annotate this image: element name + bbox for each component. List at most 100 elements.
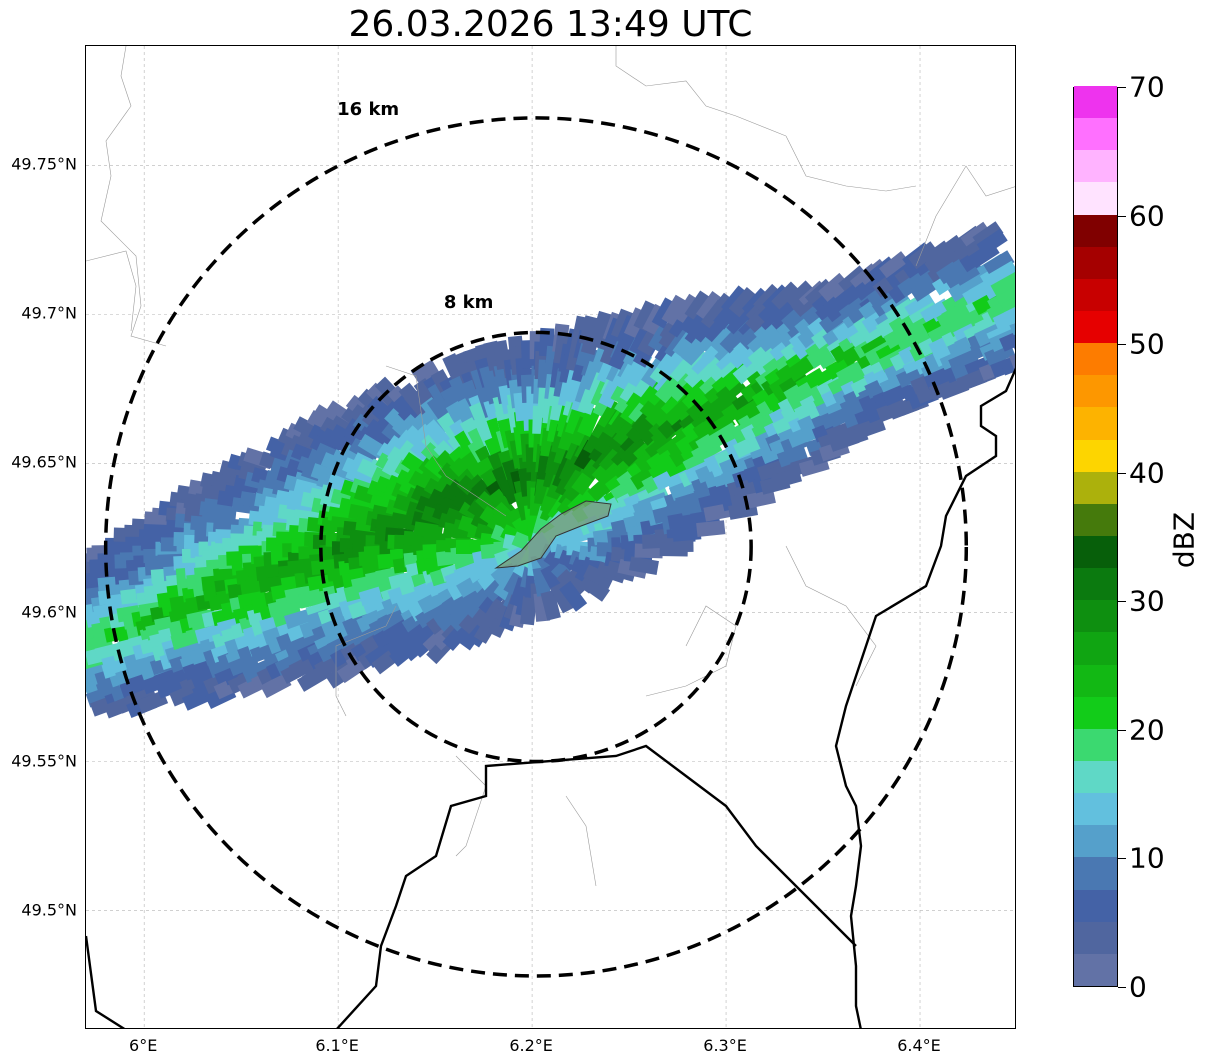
echo-cell: [284, 607, 315, 630]
colorbar-tick: [1118, 87, 1126, 88]
city-outline: [494, 500, 612, 569]
admin-boundary: [455, 755, 487, 857]
echo-cell: [990, 272, 1015, 298]
echo-cell: [577, 405, 602, 438]
range-ring: [319, 330, 753, 764]
reflectivity-echoes: [86, 221, 1015, 719]
radar-map-canvas: [86, 46, 1015, 1028]
colorbar-segment: [1074, 889, 1117, 922]
echo-cell: [365, 418, 396, 447]
colorbar-segment: [1074, 953, 1117, 986]
echo-cell: [348, 437, 381, 464]
colorbar-segment: [1074, 342, 1117, 376]
longitude-label: 6.3°E: [703, 1036, 747, 1055]
echo-cell: [549, 582, 576, 614]
colorbar-tick: [1118, 729, 1126, 731]
admin-boundary: [785, 135, 917, 192]
colorbar-segment: [1074, 567, 1117, 601]
echo-cell: [715, 376, 747, 406]
admin-boundary: [86, 250, 137, 332]
range-rings: [103, 116, 969, 978]
echo-cell: [345, 464, 377, 488]
colorbar-segment: [1074, 696, 1117, 729]
country-border: [86, 935, 126, 1028]
echo-cell: [879, 251, 910, 280]
colorbar-segment: [1074, 149, 1117, 183]
echo-cell: [633, 300, 659, 332]
colorbar-segment: [1074, 921, 1117, 954]
echo-cell: [818, 272, 849, 302]
colorbar-segment: [1074, 631, 1117, 665]
range-ring-label: 8 km: [443, 292, 494, 314]
echo-cell: [661, 294, 688, 326]
admin-boundary: [915, 165, 1015, 267]
range-ring-label: 16 km: [337, 98, 400, 120]
colorbar-segment: [1074, 406, 1117, 440]
admin-boundary: [100, 46, 167, 347]
colorbar-tick-label: 10: [1129, 841, 1165, 875]
echo-cell: [696, 520, 726, 538]
echo-cell: [776, 444, 808, 468]
echo-cell: [908, 241, 939, 270]
colorbar-segment: [1074, 535, 1117, 569]
colorbar-segment: [1074, 471, 1117, 504]
echo-cell: [241, 658, 273, 684]
echo-cell: [672, 525, 702, 542]
echo-cell: [904, 292, 936, 320]
colorbar-segment: [1074, 824, 1117, 858]
range-ring: [103, 116, 969, 978]
colorbar-segment: [1074, 246, 1117, 279]
longitude-label: 6.1°E: [315, 1036, 359, 1055]
latitude-label: 49.6°N: [21, 602, 77, 622]
echo-cell: [564, 404, 587, 436]
echo-cell: [1004, 300, 1015, 325]
colorbar-tick-label: 0: [1129, 970, 1147, 1004]
colorbar-tick-label: 60: [1129, 199, 1165, 233]
country-border: [834, 367, 1015, 1028]
echo-cell: [628, 556, 659, 575]
colorbar-tick-label: 70: [1129, 70, 1165, 104]
colorbar-tick-label: 30: [1129, 584, 1165, 618]
colorbar-segment: [1074, 214, 1117, 247]
colorbar-segment: [1074, 728, 1117, 761]
latitude-label: 49.75°N: [11, 154, 77, 174]
latitude-label: 49.65°N: [11, 452, 77, 472]
echo-cell: [771, 281, 801, 312]
echo-cell: [665, 537, 694, 553]
colorbar-segment: [1074, 278, 1117, 311]
echo-cell: [728, 287, 758, 318]
echo-cell: [377, 606, 409, 632]
colorbar-segment: [1074, 760, 1117, 794]
longitude-label: 6.4°E: [897, 1036, 941, 1055]
admin-boundary: [615, 46, 787, 137]
colorbar: [1073, 85, 1118, 987]
colorbar-tick-label: 20: [1129, 713, 1165, 747]
colorbar-tick: [1118, 601, 1126, 603]
colorbar-segment: [1074, 856, 1117, 890]
echo-cell: [695, 291, 724, 322]
echo-cell: [583, 564, 615, 590]
echo-cell: [1000, 352, 1015, 376]
echo-cell: [995, 283, 1015, 309]
echo-cell: [854, 416, 886, 439]
colorbar-tick: [1118, 472, 1126, 474]
colorbar-segment: [1074, 117, 1117, 151]
colorbar-tick-label: 50: [1129, 327, 1165, 361]
map-title: 26.03.2026 13:49 UTC: [348, 4, 753, 45]
colorbar-tick: [1118, 858, 1126, 860]
echo-cell: [460, 451, 489, 482]
colorbar-segment: [1074, 599, 1117, 633]
echo-cell: [976, 228, 1008, 256]
echo-cell: [260, 672, 292, 699]
echo-cell: [684, 290, 712, 322]
echo-cell: [785, 280, 816, 310]
country-border: [336, 744, 857, 1028]
admin-boundary: [785, 545, 877, 687]
admin-boundary: [335, 605, 397, 717]
longitude-label: 6°E: [129, 1036, 158, 1055]
latitude-label: 49.7°N: [21, 303, 77, 323]
colorbar-segment: [1074, 664, 1117, 697]
echo-cell: [207, 505, 237, 522]
colorbar-tick: [1118, 987, 1126, 988]
radar-map[interactable]: [85, 45, 1016, 1029]
